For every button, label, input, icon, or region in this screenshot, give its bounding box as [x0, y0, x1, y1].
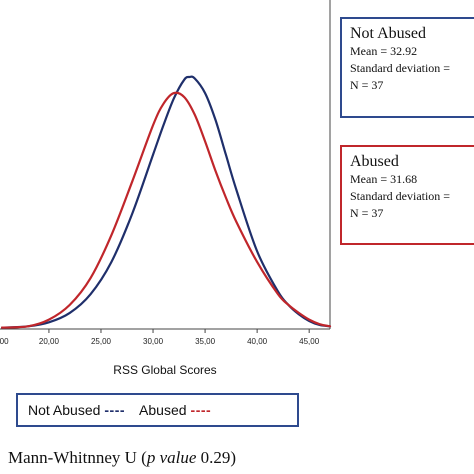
not-abused-sd: Standard deviation =: [350, 61, 451, 75]
legend-not-abused-label: Not Abused: [28, 402, 101, 418]
not-abused-mean: Mean = 32.92: [350, 44, 418, 58]
abused-sd: Standard deviation =: [350, 189, 451, 203]
series-line-abused: [0, 91, 332, 329]
footnote: Mann-Whitnney U (p value 0.29): [8, 448, 236, 468]
abused-stats-title: Abused: [350, 153, 399, 170]
legend-abused-label: Abused: [139, 402, 187, 418]
x-tick-label: 30,00: [143, 337, 164, 346]
x-tick-label: 40,00: [247, 337, 268, 346]
series-line-not-abused: [0, 75, 332, 329]
abused-mean: Mean = 31.68: [350, 172, 418, 186]
legend: Not Abused ---- Abused ----: [16, 393, 299, 427]
legend-abused-swatch: ----: [190, 402, 212, 418]
not-abused-stats-title: Not Abused: [350, 25, 426, 42]
abused-n: N = 37: [350, 206, 384, 220]
x-tick-label-edge: ,00: [0, 337, 9, 346]
footnote-prefix: Mann-Whitnney U (: [8, 448, 147, 467]
not-abused-n: N = 37: [350, 78, 384, 92]
x-tick-label: 35,00: [195, 337, 216, 346]
footnote-suffix: 0.29): [196, 448, 237, 467]
footnote-pvalue-label: p value: [146, 448, 197, 467]
x-axis-title: RSS Global Scores: [113, 363, 216, 377]
legend-not-abused-swatch: ----: [104, 402, 126, 418]
x-tick-label: 20,00: [39, 337, 60, 346]
x-tick-label: 25,00: [91, 337, 112, 346]
not-abused-stats-box: Not Abused Mean = 32.92 Standard deviati…: [340, 17, 474, 118]
abused-stats-box: Abused Mean = 31.68 Standard deviation =…: [340, 145, 474, 245]
x-tick-label: 45,00: [299, 337, 320, 346]
